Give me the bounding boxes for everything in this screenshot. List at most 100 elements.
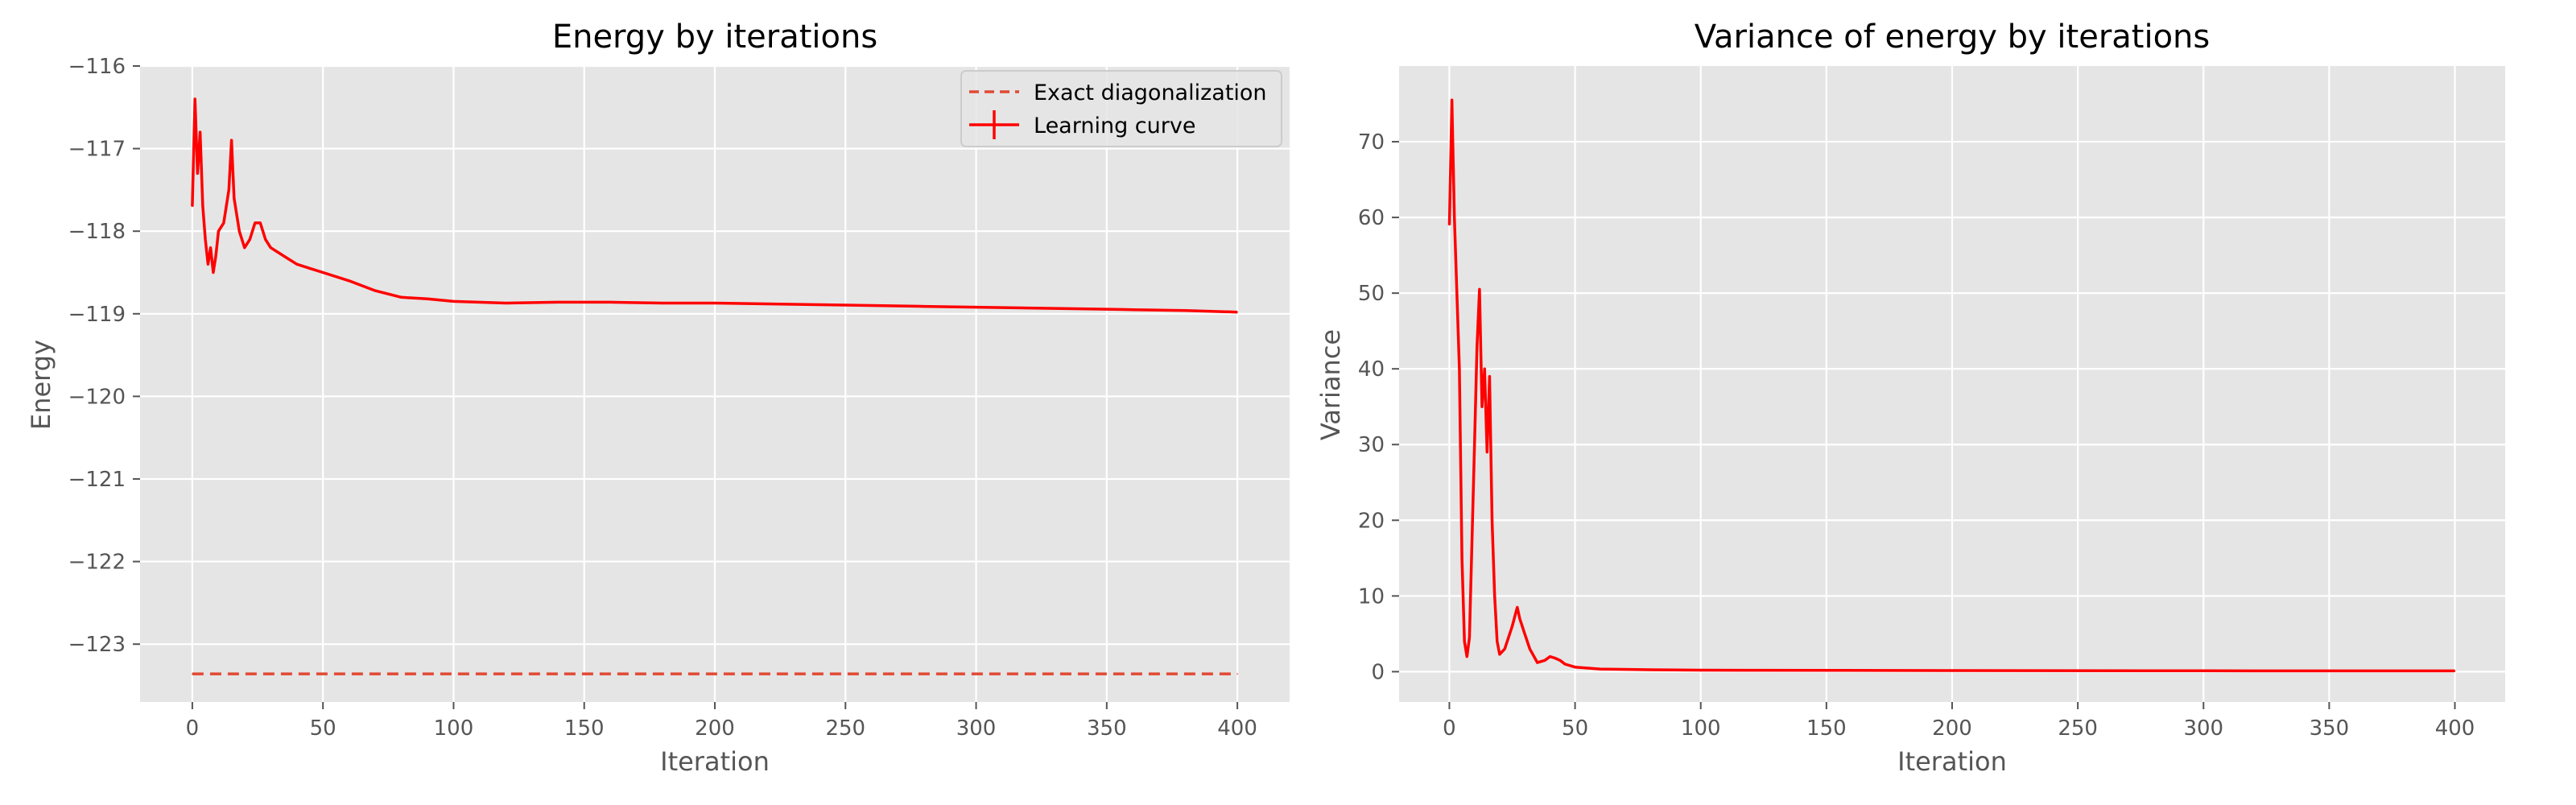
- data-point: [202, 205, 204, 208]
- x-tick-label: 200: [1932, 716, 1972, 741]
- x-tick-label: 350: [1087, 716, 1127, 741]
- data-point: [1519, 617, 1521, 620]
- data-point: [1132, 308, 1134, 311]
- data-point: [192, 673, 193, 675]
- data-point: [662, 302, 663, 304]
- data-point: [1236, 311, 1238, 313]
- data-point: [400, 296, 402, 299]
- data-point: [207, 263, 209, 266]
- data-point: [1549, 655, 1551, 658]
- x-tick-label: 150: [1806, 716, 1847, 741]
- data-point: [309, 267, 311, 270]
- x-tick-label: 50: [1562, 716, 1588, 741]
- data-point: [259, 222, 262, 224]
- data-point: [194, 98, 196, 100]
- data-point: [249, 238, 251, 241]
- data-point: [1699, 669, 1702, 671]
- data-point: [975, 306, 977, 308]
- y-tick-label: −121: [68, 468, 126, 492]
- x-tick-label: 0: [1443, 716, 1456, 741]
- data-point: [1496, 640, 1498, 642]
- data-point: [1468, 637, 1471, 638]
- data-point: [1499, 653, 1501, 655]
- data-point: [714, 302, 716, 304]
- data-point: [609, 301, 611, 303]
- data-point: [1564, 663, 1566, 665]
- legend-label-exact: Exact diagonalization: [1034, 80, 1267, 105]
- data-point: [217, 230, 220, 232]
- data-point: [1027, 307, 1030, 309]
- data-point: [1486, 451, 1488, 453]
- data-point: [819, 303, 820, 306]
- x-tick-label: 400: [1217, 716, 1257, 741]
- data-point: [1536, 662, 1538, 663]
- data-point: [2202, 670, 2205, 672]
- energy-gridlines: [140, 64, 1290, 702]
- data-point: [213, 271, 214, 274]
- data-point: [505, 302, 507, 304]
- data-point: [233, 197, 235, 199]
- data-point: [452, 300, 455, 303]
- data-point: [1456, 292, 1458, 294]
- data-point: [348, 279, 350, 282]
- energy-chart: 0 50 100 150 200 250 300 350 400 −116 −117 −118 −119…: [26, 19, 1290, 777]
- data-point: [264, 238, 266, 241]
- legend-label-learning: Learning curve: [1034, 114, 1195, 138]
- data-point: [923, 305, 925, 308]
- y-tick-label: 0: [1371, 660, 1385, 684]
- variance-series: [1447, 98, 2456, 673]
- y-tick-label: 30: [1358, 433, 1385, 457]
- x-tick-label: 400: [2435, 716, 2475, 741]
- y-tick-label: −117: [68, 138, 126, 162]
- data-point: [215, 255, 217, 257]
- data-point: [244, 246, 246, 249]
- data-point: [1473, 444, 1476, 446]
- x-tick-label: 250: [2058, 716, 2098, 741]
- x-tick-label: 0: [186, 716, 200, 741]
- energy-y-axis-label: Energy: [26, 340, 56, 430]
- data-point: [228, 189, 230, 191]
- energy-series: [191, 97, 1238, 675]
- data-point: [209, 246, 212, 249]
- data-point: [238, 230, 241, 232]
- data-point: [427, 298, 428, 300]
- energy-ticks: 0 50 100 150 200 250 300 350 400 −116 −117 −118 −119…: [68, 55, 1257, 741]
- x-tick-label: 100: [434, 716, 474, 741]
- x-tick-label: 350: [2310, 716, 2350, 741]
- data-point: [1488, 375, 1491, 378]
- x-tick-label: 150: [564, 716, 605, 741]
- data-point: [1529, 648, 1531, 650]
- data-point: [1481, 406, 1483, 408]
- x-tick-label: 300: [2183, 716, 2223, 741]
- data-point: [254, 222, 256, 224]
- variance-chart-title: Variance of energy by iterations: [1695, 19, 2210, 56]
- y-tick-label: −119: [68, 303, 126, 327]
- x-tick-label: 100: [1681, 716, 1721, 741]
- x-tick-label: 300: [956, 716, 997, 741]
- data-point: [295, 263, 298, 266]
- data-point: [1516, 606, 1518, 609]
- data-point: [1493, 595, 1496, 597]
- data-point: [1491, 519, 1493, 522]
- variance-x-axis-label: Iteration: [1897, 746, 2007, 777]
- energy-x-axis-label: Iteration: [660, 746, 770, 777]
- data-point: [766, 303, 768, 305]
- data-point: [1574, 666, 1576, 668]
- y-tick-label: 70: [1358, 130, 1385, 155]
- data-point: [1453, 217, 1455, 218]
- data-point: [1649, 669, 1652, 671]
- y-tick-label: −118: [68, 220, 126, 244]
- data-point: [374, 290, 376, 291]
- data-point: [204, 238, 206, 241]
- data-point: [1448, 224, 1451, 226]
- data-point: [1524, 633, 1525, 635]
- data-point: [1559, 659, 1561, 662]
- data-point: [1600, 668, 1601, 670]
- y-tick-label: 10: [1358, 584, 1385, 609]
- variance-chart: 0 50 100 150 200 250 300 350 400010203040506070 …: [1315, 19, 2505, 777]
- y-tick-label: 40: [1358, 357, 1385, 382]
- data-point: [192, 205, 193, 208]
- data-point: [1511, 625, 1513, 627]
- data-point: [1951, 670, 1953, 671]
